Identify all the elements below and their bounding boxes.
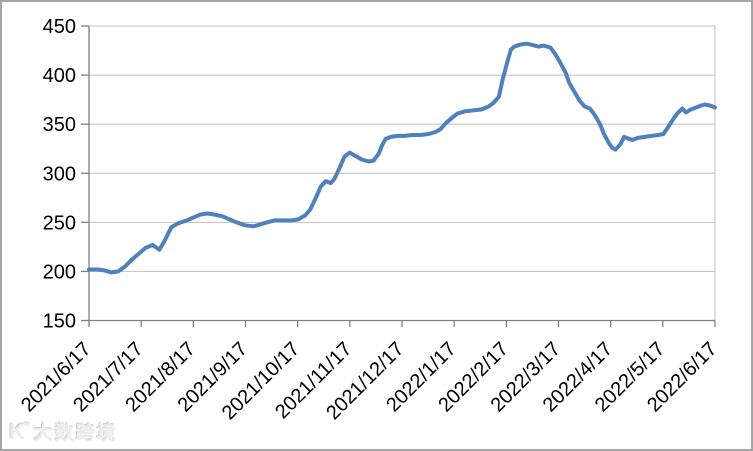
y-tick-label: 200 [43, 261, 76, 283]
y-tick-label: 400 [43, 65, 76, 87]
y-tick-label: 350 [43, 114, 76, 136]
y-tick-label: 450 [43, 16, 76, 38]
y-tick-label: 300 [43, 163, 76, 185]
y-tick-label: 250 [43, 212, 76, 234]
y-tick-label: 150 [43, 311, 76, 333]
data-series-line [87, 41, 717, 275]
